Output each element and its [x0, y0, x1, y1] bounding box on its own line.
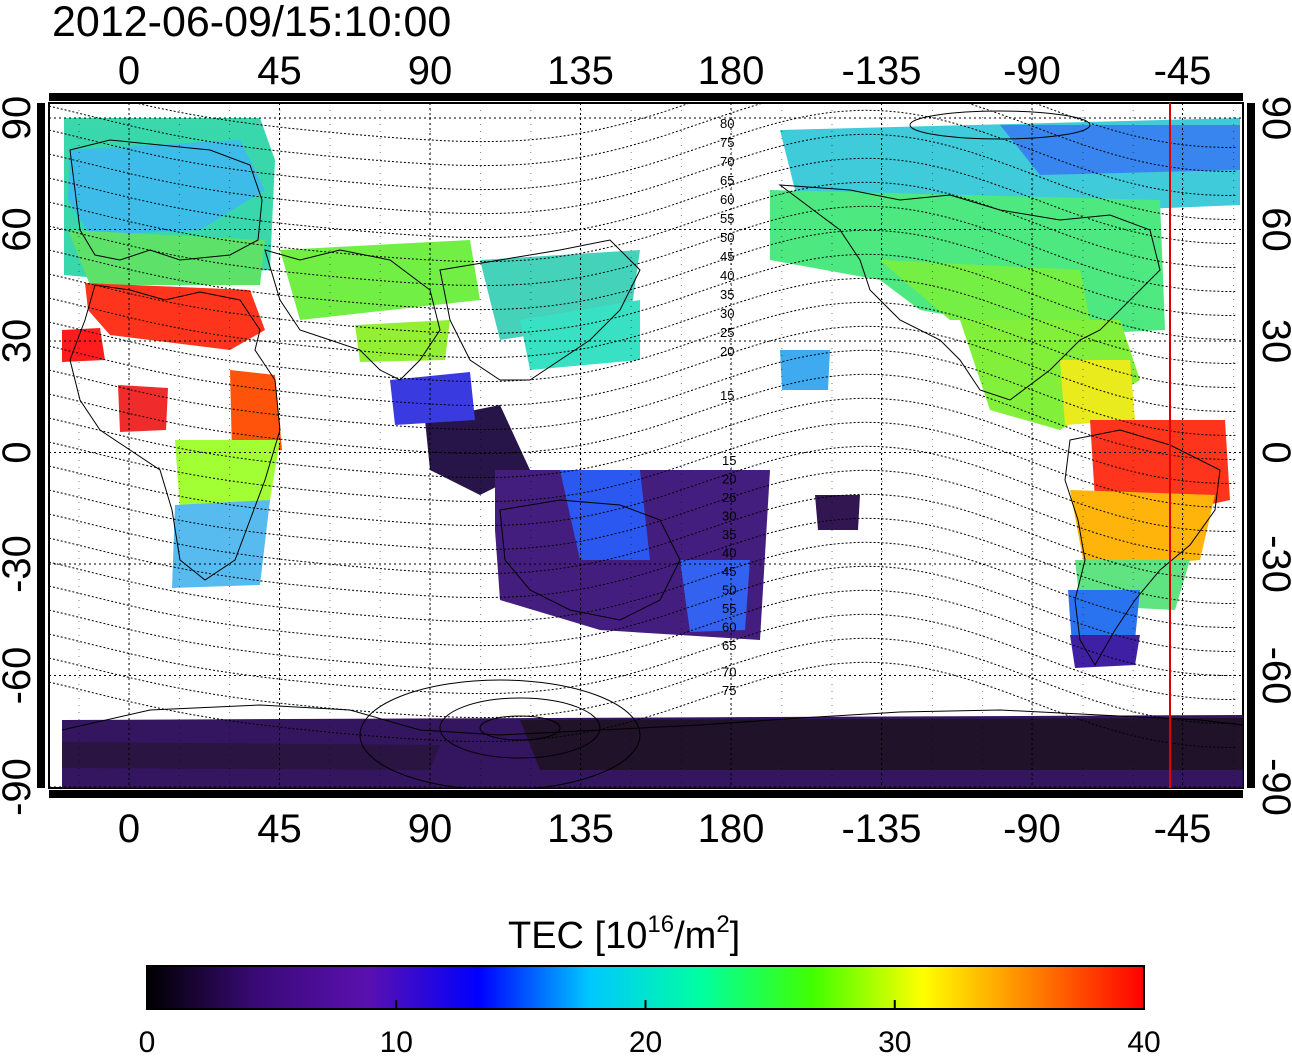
lat-tick-label-left: 90 [0, 96, 39, 141]
lon-tick-label-top: 90 [408, 49, 453, 93]
map-plot-area: 80 75 70 65 60 55 50 45 40 35 30 25 20 15 15 20 25 30 35 4… [48, 102, 1244, 789]
contour-label: 15 [722, 453, 736, 468]
colorbar-label-exponent: 16 [647, 911, 674, 938]
lon-tick-label-top: -90 [1003, 49, 1061, 93]
lat-tick-label-right: -60 [1254, 647, 1292, 705]
lon-tick-label-bottom: 90 [408, 807, 453, 851]
frame-bar-top [49, 93, 1243, 101]
frame-bar-right [1247, 103, 1255, 788]
contour-label: 25 [722, 490, 736, 505]
lon-tick-label-bottom: -135 [841, 807, 921, 851]
lat-tick-label-right: -90 [1254, 758, 1292, 816]
contour-label: 45 [722, 564, 736, 579]
colorbar-label-text: TEC [10 [508, 915, 647, 957]
lat-tick-label-left: 30 [0, 319, 39, 364]
contour-label: 65 [720, 173, 734, 188]
frame-bar-left [37, 103, 45, 788]
contour-label: 30 [722, 509, 736, 524]
colorbar-label-unit-exponent: 2 [716, 911, 729, 938]
contour-labels-north: 80 75 70 65 60 55 50 45 40 35 30 25 20 15 [720, 116, 734, 403]
frame-bar-bottom [49, 790, 1243, 798]
contour-label: 75 [722, 683, 736, 698]
lon-tick-label-bottom: 180 [698, 807, 765, 851]
contour-labels-south: 15 20 25 30 35 40 45 50 55 60 65 70 75 [722, 453, 736, 698]
contour-label: 80 [720, 116, 734, 131]
contour-label: 20 [720, 344, 734, 359]
coastlines [61, 110, 1243, 741]
contour-label: 75 [720, 135, 734, 150]
lat-tick-label-right: 60 [1254, 207, 1292, 252]
lat-tick-label-right: -30 [1254, 535, 1292, 593]
lon-tick-label-bottom: -90 [1003, 807, 1061, 851]
colorbar-tick-label: 10 [380, 1026, 413, 1057]
map-grid [49, 103, 1243, 788]
lat-tick-label-right: 30 [1254, 319, 1292, 364]
colorbar-label-unit: /m [674, 915, 716, 957]
contour-label: 30 [720, 306, 734, 321]
contour-label: 35 [720, 287, 734, 302]
colorbar-tick-label: 20 [629, 1026, 662, 1057]
contour-label: 50 [722, 583, 736, 598]
top-longitude-axis: 0 45 90 135 180 -135 -90 -45 [118, 49, 1212, 93]
lon-tick-label-top: -45 [1154, 49, 1212, 93]
contour-label: 55 [720, 211, 734, 226]
left-latitude-axis: 90 60 30 0 -30 -60 -90 [0, 96, 39, 816]
lon-tick-label-top: 0 [118, 49, 140, 93]
lon-tick-label-top: 180 [698, 49, 765, 93]
contour-label: 65 [722, 638, 736, 653]
frame-border-bars [37, 93, 1255, 798]
contour-label: 40 [722, 546, 736, 561]
contour-label: 35 [722, 527, 736, 542]
right-latitude-axis: 90 60 30 0 -30 -60 -90 [1254, 96, 1292, 816]
lat-tick-label-left: -90 [0, 758, 39, 816]
magnetic-latitude-contours [49, 103, 1238, 788]
lat-tick-label-left: 0 [0, 441, 39, 463]
lon-tick-label-top: -135 [841, 49, 921, 93]
contour-label: 60 [722, 620, 736, 635]
contour-label: 70 [720, 154, 734, 169]
lon-tick-label-bottom: 0 [118, 807, 140, 851]
lon-tick-label-bottom: 45 [257, 807, 302, 851]
colorbar [146, 965, 1145, 1010]
contour-label: 15 [720, 388, 734, 403]
figure-title: 2012-06-09/15:10:00 [52, 0, 451, 46]
colorbar-tick-label: 30 [878, 1026, 911, 1057]
colorbar-tick-label: 40 [1127, 1026, 1160, 1057]
contour-label: 70 [722, 665, 736, 680]
lon-tick-label-top: 45 [257, 49, 302, 93]
lat-tick-label-left: -30 [0, 535, 39, 593]
tec-data-layer [62, 118, 1243, 788]
contour-label: 60 [720, 192, 734, 207]
contour-label: 55 [722, 601, 736, 616]
lat-tick-label-left: 60 [0, 207, 39, 252]
contour-label: 50 [720, 230, 734, 245]
contour-label: 25 [720, 325, 734, 340]
bottom-longitude-axis: 0 45 90 135 180 -135 -90 -45 [118, 807, 1212, 851]
lat-tick-label-left: -60 [0, 647, 39, 705]
lon-tick-label-top: 135 [547, 49, 614, 93]
lat-tick-label-right: 0 [1254, 441, 1292, 463]
lon-tick-label-bottom: 135 [547, 807, 614, 851]
contour-label: 20 [722, 472, 736, 487]
contour-label: 45 [720, 249, 734, 264]
contour-label: 40 [720, 268, 734, 283]
colorbar-ticks: 0 10 20 30 40 [139, 1000, 1161, 1059]
colorbar-label: TEC [1016/m2] [508, 911, 740, 957]
lon-tick-label-bottom: -45 [1154, 807, 1212, 851]
colorbar-label-close: ] [730, 915, 741, 957]
lat-tick-label-right: 90 [1254, 96, 1292, 141]
colorbar-tick-label: 0 [139, 1026, 156, 1057]
